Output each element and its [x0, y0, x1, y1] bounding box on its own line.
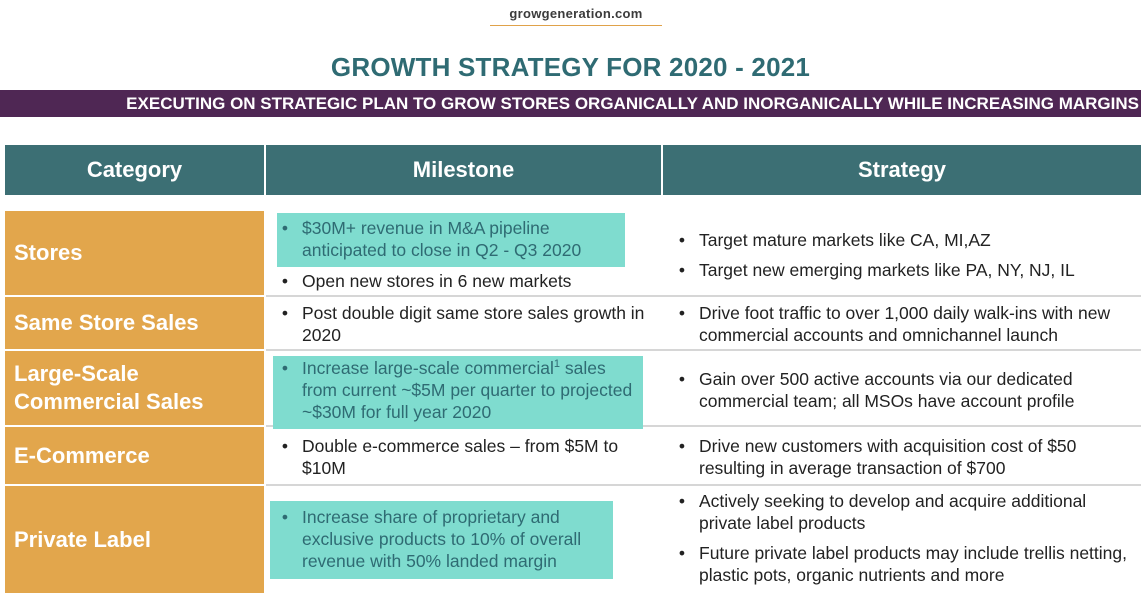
site-url: growgeneration.com — [490, 6, 662, 26]
category-same-store-sales: Same Store Sales — [5, 297, 264, 349]
strategy-cell: • Gain over 500 active accounts via our d… — [672, 368, 1137, 420]
list-item: • Increase large-scale commercial1 sales … — [281, 358, 633, 422]
row-divider — [266, 425, 1141, 427]
header-category: Category — [5, 145, 264, 195]
strategy-cell: • Actively seeking to develop and acquire… — [672, 490, 1137, 594]
list-item: • Drive new customers with acquisition co… — [678, 436, 1077, 478]
header-strategy: Strategy — [663, 145, 1141, 195]
milestone-highlight — [277, 213, 625, 267]
list-item: • Target new emerging markets like PA, NY… — [678, 260, 1075, 280]
list-item: • Double e-commerce sales – from $5M to $… — [281, 436, 619, 478]
milestone-cell: • Post double digit same store sales grow… — [275, 302, 660, 354]
milestone-highlight — [270, 501, 613, 579]
page-title: GROWTH STRATEGY FOR 2020 - 2021 — [330, 52, 811, 82]
list-item: • Drive foot traffic to over 1,000 daily … — [678, 303, 1111, 345]
milestone-highlight — [273, 356, 643, 429]
category-private-label: Private Label — [5, 486, 264, 593]
milestone-cell: • $30M+ revenue in M&A pipeline anticipat… — [275, 217, 615, 269]
list-item: • Increase share of proprietary and exclu… — [281, 507, 582, 571]
header-milestone: Milestone — [266, 145, 661, 195]
category-stores: Stores — [5, 211, 264, 295]
list-item: • Gain over 500 active accounts via our d… — [678, 369, 1075, 411]
milestone-cell: • Double e-commerce sales – from $5M to $… — [275, 435, 655, 487]
strategy-cell: • Target mature markets like CA, MI,AZ • T… — [672, 229, 1137, 289]
row-divider — [266, 349, 1141, 351]
strategy-cell: • Drive new customers with acquisition co… — [672, 435, 1137, 487]
milestone-cell: • Open new stores in 6 new markets — [275, 270, 655, 300]
list-item: • Post double digit same store sales grow… — [281, 303, 645, 345]
strategy-cell: • Drive foot traffic to over 1,000 daily … — [672, 302, 1137, 354]
row-divider — [266, 484, 1141, 486]
milestone-cell: • Increase large-scale commercial1 sales … — [275, 357, 640, 431]
list-item: • Actively seeking to develop and acquire… — [678, 491, 1087, 533]
category-large-scale-commercial: Large-Scale Commercial Sales — [5, 351, 264, 425]
list-item: • Target mature markets like CA, MI,AZ — [678, 230, 991, 250]
list-item: • $30M+ revenue in M&A pipeline anticipat… — [281, 218, 582, 260]
list-item: • Future private label products may inclu… — [678, 543, 1127, 585]
subtitle-banner: EXECUTING ON STRATEGIC PLAN TO GROW STOR… — [0, 90, 1141, 117]
row-divider — [266, 295, 1141, 297]
milestone-cell: • Increase share of proprietary and exclu… — [275, 506, 610, 580]
category-e-commerce: E-Commerce — [5, 427, 264, 484]
list-item: • Open new stores in 6 new markets — [281, 271, 572, 291]
